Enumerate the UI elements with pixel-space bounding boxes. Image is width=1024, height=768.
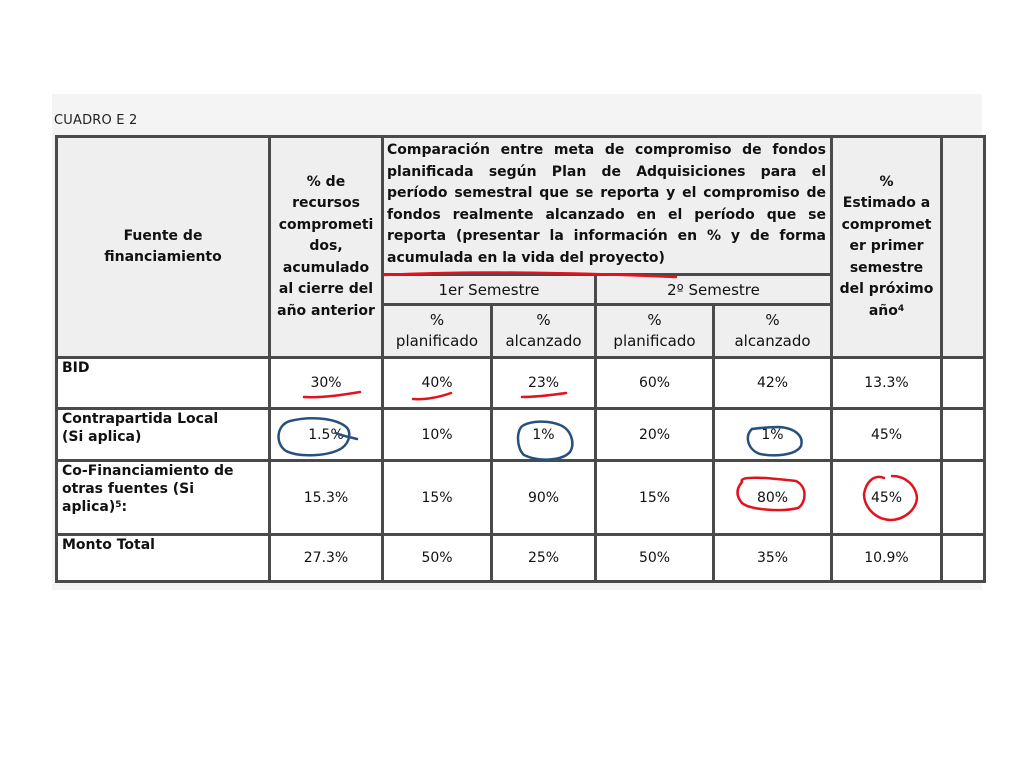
cell-value: 1% (715, 410, 830, 459)
cell-value: 10% (384, 410, 490, 459)
cell-value: 50% (384, 536, 490, 580)
cell-value: 40% (384, 359, 490, 407)
cell-value: 80% (715, 462, 830, 533)
cell-value: 20% (597, 410, 712, 459)
table-row: Contrapartida Local (Si aplica) 1.5% 10% … (58, 410, 983, 459)
header-fuente: Fuente de financiamiento (58, 138, 268, 356)
cell-extra (943, 462, 983, 533)
cell-value: 1.5% (271, 410, 381, 459)
cell-extra (943, 359, 983, 407)
cell-value: 35% (715, 536, 830, 580)
cell-value: 23% (493, 359, 594, 407)
cell-value: 42% (715, 359, 830, 407)
cell-extra (943, 536, 983, 580)
row-label: Co-Financiamiento de otras fuentes (Si ap… (58, 462, 268, 533)
header-s1-planificado: % planificado (384, 306, 490, 356)
cell-value: 15% (597, 462, 712, 533)
cell-value: 50% (597, 536, 712, 580)
header-s2-planificado: % planificado (597, 306, 712, 356)
header-comparacion: Comparación entre meta de compromiso de … (384, 138, 830, 273)
row-label: BID (58, 359, 268, 407)
cell-value: 45% (833, 462, 940, 533)
table-row: Monto Total 27.3% 50% 25% 50% 35% 10.9% (58, 536, 983, 580)
cell-value: 15.3% (271, 462, 381, 533)
cell-value: 15% (384, 462, 490, 533)
table-caption: CUADRO E 2 (54, 113, 138, 128)
header-pct-acumulado: % de recursos comprometi dos, acumulado al … (271, 138, 381, 356)
cell-value: 13.3% (833, 359, 940, 407)
header-s2-alcanzado: % alcanzado (715, 306, 830, 356)
cell-value: 27.3% (271, 536, 381, 580)
row-label: Monto Total (58, 536, 268, 580)
cell-value: 90% (493, 462, 594, 533)
table-row: Co-Financiamiento de otras fuentes (Si ap… (58, 462, 983, 533)
funding-table: Fuente de financiamiento % de recursos co… (55, 135, 986, 583)
cell-value: 30% (271, 359, 381, 407)
header-extra-col (943, 138, 983, 356)
cell-value: 45% (833, 410, 940, 459)
row-label: Contrapartida Local (Si aplica) (58, 410, 268, 459)
cell-value: 25% (493, 536, 594, 580)
cell-value: 10.9% (833, 536, 940, 580)
table-row: BID 30% 40% 23% 60% 42% 13.3% (58, 359, 983, 407)
header-estimado: % Estimado a compromet er primer semestre d… (833, 138, 940, 356)
cell-value: 60% (597, 359, 712, 407)
header-semestre-1: 1er Semestre (384, 276, 594, 303)
header-s1-alcanzado: % alcanzado (493, 306, 594, 356)
cell-value: 1% (493, 410, 594, 459)
header-semestre-2: 2º Semestre (597, 276, 830, 303)
cell-extra (943, 410, 983, 459)
